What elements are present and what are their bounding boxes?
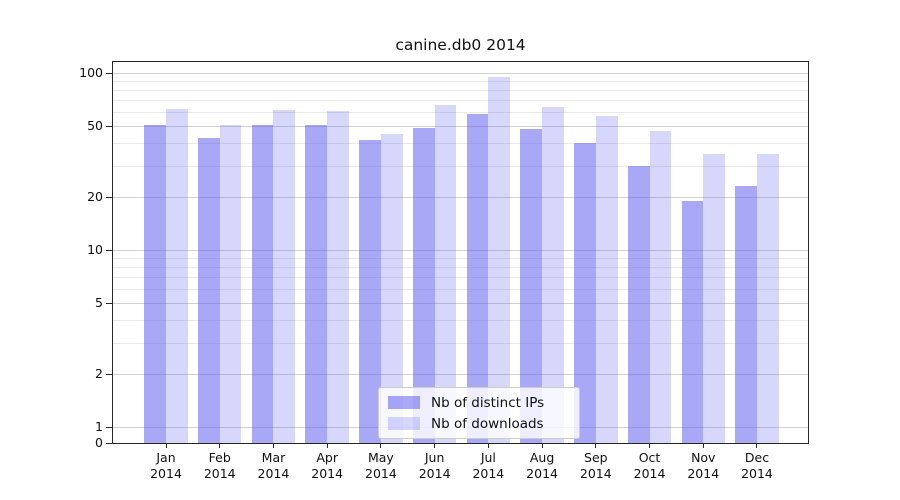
y-axis-tick [106, 443, 113, 444]
legend-item-distinct-ips: Nb of distinct IPs [388, 394, 579, 411]
x-axis-tick-label: Jun 2014 [418, 450, 451, 481]
y-axis-tick [106, 303, 113, 305]
gridline-minor [113, 100, 808, 102]
bar-nb-of-downloads [219, 124, 242, 443]
gridline-major [113, 303, 808, 305]
bar-nb-of-distinct-ips [144, 124, 166, 443]
bar-nb-of-downloads [542, 107, 564, 443]
x-axis-tick [595, 443, 597, 448]
bar-nb-of-distinct-ips [681, 200, 704, 443]
chart-title: canine.db0 2014 [395, 36, 526, 54]
gridline-minor [113, 320, 808, 322]
x-axis-tick [541, 443, 543, 448]
gridline-minor [113, 165, 808, 167]
y-axis-tick-label: 50 [87, 118, 103, 134]
y-axis-tick [106, 250, 113, 251]
bar-nb-of-distinct-ips [198, 137, 220, 443]
x-axis-tick-label: Nov 2014 [687, 450, 720, 481]
bar-nb-of-distinct-ips [520, 129, 543, 443]
bar-nb-of-distinct-ips [305, 124, 328, 443]
bar-nb-of-downloads [327, 110, 349, 443]
y-axis-tick [106, 427, 113, 428]
legend-swatch-distinct-ips [388, 396, 420, 409]
gridline-major [113, 196, 808, 198]
x-axis-tick-label: Jul 2014 [472, 450, 505, 481]
gridline-minor [113, 258, 808, 260]
x-axis-tick-label: Oct 2014 [633, 450, 666, 481]
x-axis-tick-label: Mar 2014 [257, 450, 290, 481]
x-axis-tick [165, 443, 167, 448]
x-axis-tick-label: May 2014 [365, 450, 397, 481]
x-axis-tick-label: Sep 2014 [579, 450, 612, 481]
gridline-minor [113, 289, 808, 291]
x-axis-tick [272, 443, 274, 448]
x-axis-tick [756, 443, 758, 448]
gridline-minor [113, 143, 808, 145]
x-axis-tick [702, 443, 704, 448]
gridline-minor [113, 90, 808, 92]
x-axis-tick-label: Jan 2014 [150, 450, 182, 481]
y-axis-tick-label: 100 [79, 65, 103, 80]
y-axis-tick-label: 5 [95, 295, 103, 311]
bar-nb-of-downloads [595, 116, 618, 443]
gridline-major [113, 250, 808, 251]
x-axis-tick [487, 443, 489, 448]
bar-nb-of-distinct-ips [466, 113, 489, 443]
x-axis-tick-label: Dec 2014 [741, 450, 773, 481]
bar-nb-of-downloads [756, 153, 779, 443]
x-axis-tick [380, 443, 382, 448]
plot-area [112, 61, 809, 444]
legend-label-downloads: Nb of downloads [431, 415, 544, 432]
bar-nb-of-downloads [380, 134, 403, 443]
x-axis-tick-label: Apr 2014 [311, 450, 344, 481]
gridline-minor [113, 342, 808, 344]
x-axis-tick [649, 443, 651, 448]
bar-nb-of-downloads [434, 104, 457, 443]
x-axis-tick [326, 443, 328, 448]
x-axis-tick-label: Feb 2014 [203, 450, 236, 481]
y-axis-tick-label: 0 [95, 435, 103, 450]
x-axis-tick [219, 443, 221, 448]
x-axis-tick [434, 443, 436, 448]
y-axis-tick [106, 126, 113, 128]
gridline-minor [113, 81, 808, 83]
y-axis-tick [106, 373, 113, 375]
gridline-minor [113, 112, 808, 114]
gridline-major [113, 73, 808, 74]
x-axis-tick-label: Aug 2014 [526, 450, 558, 481]
y-axis-tick [106, 196, 113, 198]
bar-nb-of-downloads [166, 108, 188, 443]
legend-item-downloads: Nb of downloads [388, 415, 579, 432]
bar-nb-of-downloads [488, 76, 511, 443]
bar-nb-of-distinct-ips [412, 127, 435, 443]
y-axis-tick-label: 10 [87, 242, 103, 257]
bar-nb-of-distinct-ips [359, 139, 381, 443]
bar-nb-of-downloads [703, 153, 725, 443]
bar-nb-of-distinct-ips [735, 185, 757, 443]
gridline-minor [113, 277, 808, 279]
y-axis-tick [106, 73, 113, 74]
bar-nb-of-downloads [649, 131, 672, 443]
legend: Nb of distinct IPs Nb of downloads [378, 387, 580, 439]
bar-nb-of-distinct-ips [627, 165, 650, 443]
gridline-minor [113, 267, 808, 269]
legend-swatch-downloads [388, 417, 420, 430]
bar-nb-of-distinct-ips [574, 143, 596, 443]
legend-label-distinct-ips: Nb of distinct IPs [431, 394, 545, 411]
gridline-major [113, 126, 808, 128]
y-axis-tick-label: 2 [95, 365, 103, 381]
gridline-major [113, 373, 808, 375]
bar-nb-of-downloads [273, 109, 296, 443]
bar-nb-of-distinct-ips [251, 124, 274, 443]
y-axis-tick-label: 20 [87, 188, 103, 204]
y-axis-tick-label: 1 [95, 419, 103, 434]
